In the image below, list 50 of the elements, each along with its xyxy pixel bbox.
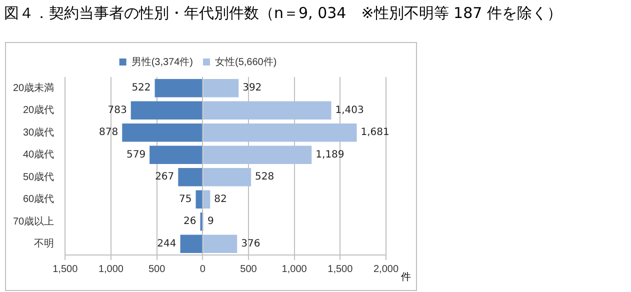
data-label: 1,189 bbox=[316, 149, 344, 160]
data-label: 9 bbox=[207, 216, 214, 228]
data-label: 528 bbox=[255, 172, 274, 183]
bar bbox=[150, 146, 202, 164]
legend-label: 女性(5,660件) bbox=[215, 56, 277, 68]
data-label: 783 bbox=[108, 104, 127, 116]
legend-label: 男性(3,374件) bbox=[131, 56, 194, 68]
bar bbox=[203, 79, 239, 98]
bar bbox=[178, 168, 202, 186]
y-tick-label: 50歳代 bbox=[23, 170, 54, 183]
bar bbox=[180, 234, 202, 253]
data-label: 26 bbox=[184, 216, 196, 228]
data-label: 244 bbox=[157, 238, 176, 250]
data-label: 267 bbox=[155, 172, 174, 183]
x-tick-label: 1,500 bbox=[328, 264, 354, 275]
x-tick-label: 1,000 bbox=[282, 264, 308, 275]
data-label: 82 bbox=[214, 194, 227, 205]
x-tick-label: 2,000 bbox=[373, 264, 399, 275]
data-label: 1,403 bbox=[335, 104, 364, 116]
bar bbox=[203, 234, 238, 253]
data-label: 376 bbox=[241, 238, 260, 250]
data-label: 878 bbox=[99, 127, 118, 138]
y-tick-label: 不明 bbox=[34, 238, 54, 250]
data-label: 522 bbox=[132, 82, 151, 94]
bar bbox=[130, 101, 202, 120]
data-label: 1,681 bbox=[360, 127, 390, 138]
data-label: 75 bbox=[179, 194, 192, 205]
data-label: 392 bbox=[242, 82, 262, 94]
bar bbox=[203, 124, 357, 142]
bar bbox=[154, 79, 202, 98]
y-tick-label: 70歳以上 bbox=[13, 215, 54, 228]
bar bbox=[203, 101, 332, 120]
x-tick-label: 0 bbox=[200, 264, 206, 275]
bar bbox=[196, 190, 202, 208]
bar bbox=[122, 124, 202, 142]
bar bbox=[203, 190, 210, 208]
x-tick-label: 1,500 bbox=[52, 264, 78, 275]
bar bbox=[203, 168, 252, 186]
y-tick-label: 60歳代 bbox=[23, 193, 54, 206]
data-label: 579 bbox=[126, 149, 146, 160]
x-tick-label: 1,000 bbox=[98, 264, 124, 275]
y-tick-label: 30歳代 bbox=[23, 126, 54, 138]
bar bbox=[203, 146, 312, 164]
x-tick-label: 500 bbox=[240, 264, 258, 275]
y-tick-label: 40歳代 bbox=[23, 148, 54, 161]
y-tick-label: 20歳未満 bbox=[13, 82, 54, 94]
chart-title: 図４．契約当事者の性別・年代別件数（n＝9, 034 ※性別不明等 187 件を除く） bbox=[4, 4, 562, 23]
x-axis-title: 件 bbox=[401, 271, 411, 284]
x-tick-label: 500 bbox=[148, 264, 166, 275]
y-tick-label: 20歳代 bbox=[23, 104, 54, 116]
